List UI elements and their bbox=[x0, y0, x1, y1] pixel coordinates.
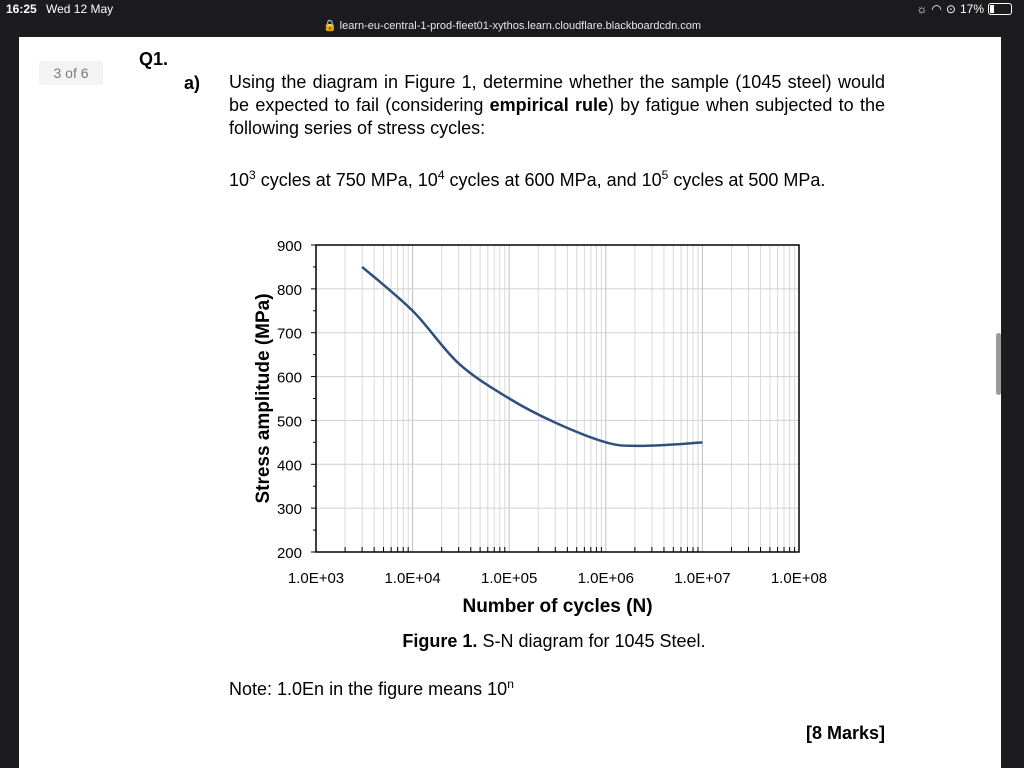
question-text: Using the diagram in Figure 1, determine… bbox=[229, 71, 885, 140]
y-tick-label: 300 bbox=[277, 501, 302, 518]
address-bar[interactable]: 🔒 learn-eu-central-1-prod-fleet01-xythos.… bbox=[0, 18, 1024, 36]
note-exp: n bbox=[507, 677, 514, 691]
question-part: a) bbox=[184, 73, 201, 93]
x-axis-title: Number of cycles (N) bbox=[462, 596, 652, 617]
load-2-text: cycles at 600 MPa, and bbox=[444, 170, 642, 190]
sn-chart: 900 800 700 600 500 400 300 200 1.0E+03 1.0E+04 1.… bbox=[253, 238, 827, 617]
figure-label: Figure 1. bbox=[402, 631, 478, 651]
y-tick-label: 900 bbox=[277, 238, 302, 255]
battery-icon bbox=[988, 3, 1012, 15]
question-text-1: Using the diagram in Figure 1, determine… bbox=[229, 72, 885, 115]
load-2-exp: 4 bbox=[437, 168, 445, 182]
scrollbar-thumb[interactable] bbox=[996, 333, 1001, 395]
sn-curve bbox=[361, 265, 703, 448]
y-axis-title: Stress amplitude (MPa) bbox=[253, 293, 274, 503]
load-1-exp: 3 bbox=[249, 168, 256, 182]
load-1-text: cycles at 750 MPa, bbox=[255, 170, 418, 190]
load-3-text: cycles at 500 MPa. bbox=[668, 170, 826, 190]
load-3-exp: 5 bbox=[661, 168, 669, 182]
question-number: Q1. bbox=[139, 49, 169, 69]
y-tick-label: 400 bbox=[277, 457, 302, 474]
status-indicators: ☼ ◠ ⊙ 17% bbox=[916, 2, 1012, 16]
load-1-base: 10 bbox=[229, 170, 250, 190]
y-tick-label: 800 bbox=[277, 282, 302, 299]
x-tick-label: 1.0E+04 bbox=[384, 570, 440, 587]
status-time: 16:25 bbox=[6, 2, 37, 16]
load-3-base: 10 bbox=[641, 170, 662, 190]
y-tick-label: 500 bbox=[277, 413, 302, 430]
plot-frame bbox=[315, 244, 800, 553]
y-tick-label: 600 bbox=[277, 370, 302, 387]
figure-caption-text: S-N diagram for 1045 Steel. bbox=[477, 631, 706, 651]
url-text: learn-eu-central-1-prod-fleet01-xythos.l… bbox=[339, 20, 702, 32]
question-text-2: ) by fatigue when subjected to the follo… bbox=[229, 95, 885, 138]
status-date: Wed 12 May bbox=[46, 2, 114, 16]
wifi-icon: ◠ bbox=[931, 2, 942, 16]
y-tick-label: 700 bbox=[277, 326, 302, 343]
page-indicator: 3 of 6 bbox=[39, 61, 103, 85]
x-tick-label: 1.0E+05 bbox=[481, 570, 537, 587]
x-tick-label: 1.0E+03 bbox=[288, 570, 344, 587]
x-tick-label: 1.0E+08 bbox=[771, 570, 827, 587]
figure-caption: Figure 1. S-N diagram for 1045 Steel. bbox=[319, 631, 789, 652]
question-text-bold: empirical rule bbox=[489, 95, 609, 115]
brightness-icon: ☼ bbox=[916, 2, 928, 16]
load-2-base: 10 bbox=[417, 170, 438, 190]
lock-icon: 🔒 bbox=[322, 20, 337, 32]
document-page: 3 of 6 Q1. a) Using the diagram in Figur… bbox=[19, 37, 1001, 768]
x-tick-label: 1.0E+07 bbox=[674, 570, 730, 587]
x-tick-label: 1.0E+06 bbox=[578, 570, 634, 587]
location-icon: ⊙ bbox=[945, 2, 956, 16]
note-text: Note: 1.0En in the figure means 10 bbox=[229, 679, 508, 699]
y-tick-label: 200 bbox=[277, 545, 302, 562]
note: Note: 1.0En in the figure means 10n bbox=[229, 677, 514, 700]
battery-percent: 17% bbox=[959, 2, 984, 16]
status-bar: 16:25 Wed 12 May ☼ ◠ ⊙ 17% bbox=[0, 0, 1024, 18]
load-sequence: 103 cycles at 750 MPa, 104 cycles at 600… bbox=[229, 164, 869, 192]
marks: [8 Marks] bbox=[805, 723, 885, 743]
